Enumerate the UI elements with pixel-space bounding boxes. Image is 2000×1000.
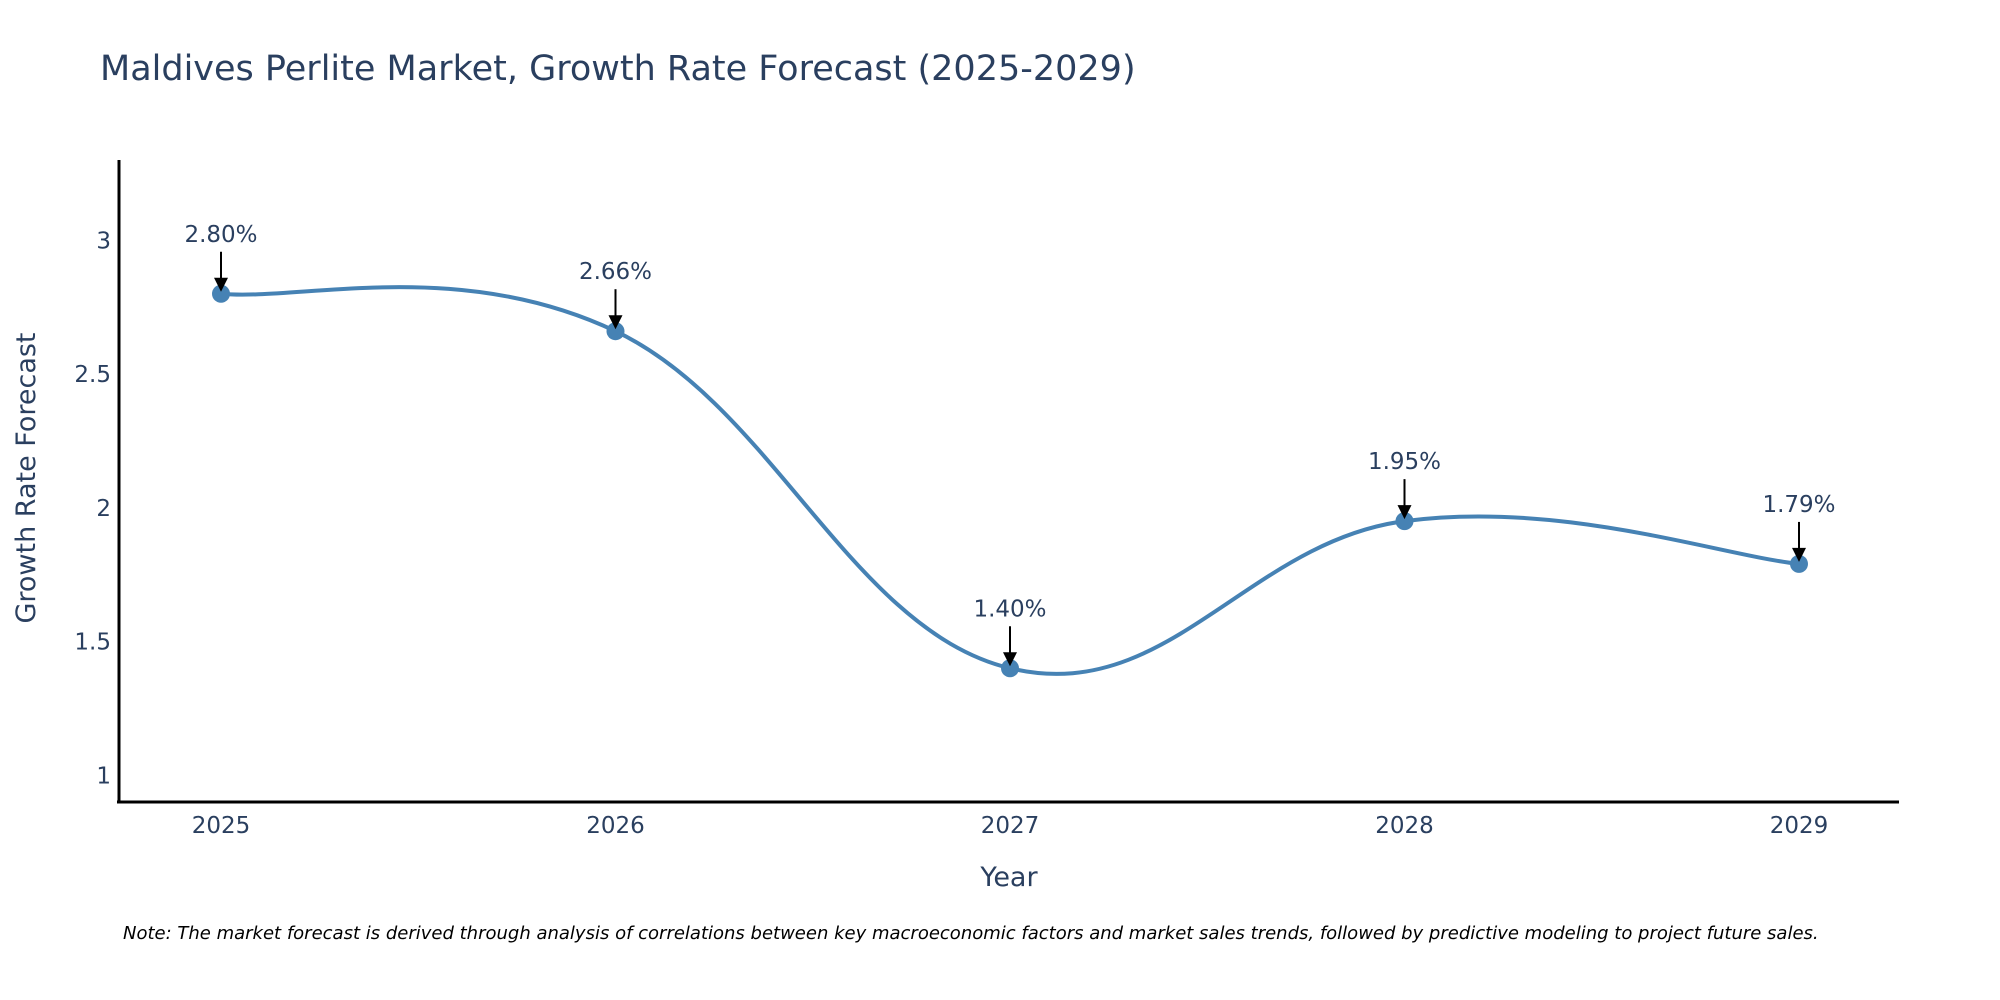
data-point — [1790, 554, 1808, 573]
x-tick-label: 2028 — [1375, 813, 1434, 839]
x-tick-label: 2026 — [586, 813, 645, 839]
y-tick-label: 2 — [96, 496, 111, 522]
chart-title: Maldives Perlite Market, Growth Rate For… — [100, 49, 1136, 89]
data-point — [606, 322, 625, 341]
x-axis-title: Year — [979, 862, 1038, 893]
y-axis-ticks: 1 1.5 2 2.5 3 — [74, 228, 111, 789]
annotation-arrowhead — [1792, 547, 1806, 562]
annotation-arrowhead — [1397, 505, 1412, 520]
x-axis-ticks: 2025 2026 2027 2028 2029 — [192, 813, 1829, 839]
data-point — [212, 284, 230, 303]
y-tick-label: 3 — [96, 228, 111, 254]
y-tick-label: 1.5 — [74, 630, 111, 656]
annotation-arrowhead — [608, 315, 623, 330]
y-tick-label: 1 — [96, 763, 111, 789]
data-point — [1395, 512, 1414, 531]
plot-area: 2.80% 2.66% 1.40% 1.95% 1.79% — [184, 222, 1836, 678]
chart-note: Note: The market forecast is derived thr… — [123, 923, 1819, 944]
annotation-arrowhead — [214, 277, 228, 292]
x-tick-label: 2025 — [192, 813, 251, 839]
y-axis-title: Growth Rate Forecast — [11, 332, 42, 623]
annotation-arrowhead — [1003, 652, 1017, 667]
data-label: 1.40% — [973, 596, 1046, 622]
data-label: 2.80% — [184, 222, 257, 248]
data-point — [1001, 659, 1019, 678]
y-tick-label: 2.5 — [74, 362, 111, 388]
x-tick-label: 2027 — [981, 813, 1040, 839]
x-tick-label: 2029 — [1770, 813, 1829, 839]
data-label: 1.79% — [1762, 492, 1835, 518]
data-label: 2.66% — [579, 259, 652, 285]
data-label: 1.95% — [1368, 449, 1441, 475]
